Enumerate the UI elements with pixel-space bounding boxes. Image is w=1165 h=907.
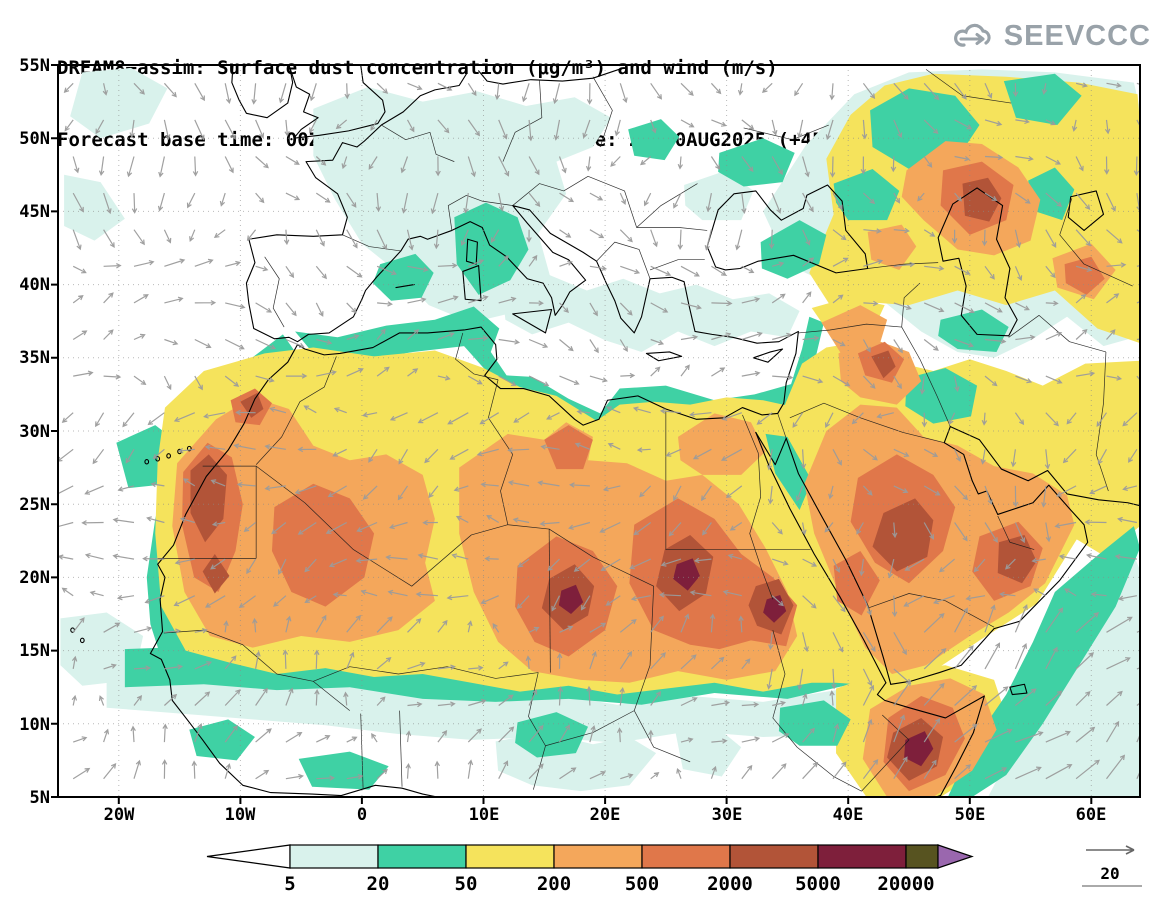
lat-label: 5N (30, 788, 50, 808)
lon-label: 10W (225, 805, 256, 825)
cloud-arrow-icon (953, 23, 991, 47)
plot-area (58, 65, 1140, 797)
wind-ref-arrow-icon (1086, 845, 1135, 855)
colorbar-label: 20000 (877, 873, 934, 895)
colorbar-label: 2000 (707, 873, 753, 895)
colorbar-label: 200 (537, 873, 571, 895)
colorbar-label: 500 (625, 873, 659, 895)
logo-text: SEEVCCC (1003, 20, 1151, 52)
colorbar-segment (553, 844, 643, 869)
lon-label: 60E (1076, 805, 1107, 825)
lat-label: 30N (19, 422, 50, 442)
colorbar-segment (817, 844, 907, 869)
colorbar-segment (377, 844, 467, 869)
lon-label: 40E (833, 805, 864, 825)
colorbar-head (937, 844, 974, 869)
colorbar-segment (905, 844, 939, 869)
coastline-layer (71, 65, 1140, 797)
colorbar-segment (465, 844, 555, 869)
lat-label: 25N (19, 495, 50, 515)
axis-ticks (51, 64, 1093, 804)
seevccc-logo: SEEVCCC (952, 20, 1151, 53)
lat-label: 15N (19, 641, 50, 661)
colorbar-label: 5 (284, 873, 295, 895)
wind-arrows (58, 82, 1140, 781)
colorbar-label: 50 (455, 873, 478, 895)
lat-label: 50N (19, 129, 50, 149)
lat-label: 20N (19, 568, 50, 588)
lon-label: 30E (712, 805, 743, 825)
colorbar-label: 5000 (795, 873, 841, 895)
colorbar-tail (206, 844, 291, 869)
lon-label: 10E (469, 805, 500, 825)
lon-label: 20W (104, 805, 135, 825)
lon-label: 50E (955, 805, 986, 825)
graticule (58, 65, 1140, 797)
wind-reference: 20 (1082, 845, 1142, 887)
colorbar-labels: 5 20 50 200 500 2000 5000 20000 (284, 873, 934, 895)
colorbar-label: 20 (367, 873, 390, 895)
colorbar-segment (289, 844, 379, 869)
lat-label: 55N (19, 56, 50, 76)
geo-layer (60, 65, 1140, 797)
lat-axis-labels: 55N 50N 45N 40N 35N 30N 25N 20N 15N 10N … (19, 56, 50, 808)
lon-label: 0 (357, 805, 367, 825)
wind-ref-value: 20 (1100, 864, 1119, 883)
borders-layer (158, 69, 1133, 791)
lon-label: 20E (590, 805, 621, 825)
lat-label: 10N (19, 715, 50, 735)
lat-label: 40N (19, 275, 50, 295)
colorbar-segment (641, 844, 731, 869)
colorbar-segment (729, 844, 819, 869)
lat-label: 35N (19, 348, 50, 368)
colorbar: 5 20 50 200 500 2000 5000 20000 (206, 844, 974, 895)
lon-axis-labels: 20W 10W 0 10E 20E 30E 40E 50E 60E (104, 805, 1107, 825)
dust-fill-layer (60, 67, 1140, 797)
lat-label: 45N (19, 202, 50, 222)
